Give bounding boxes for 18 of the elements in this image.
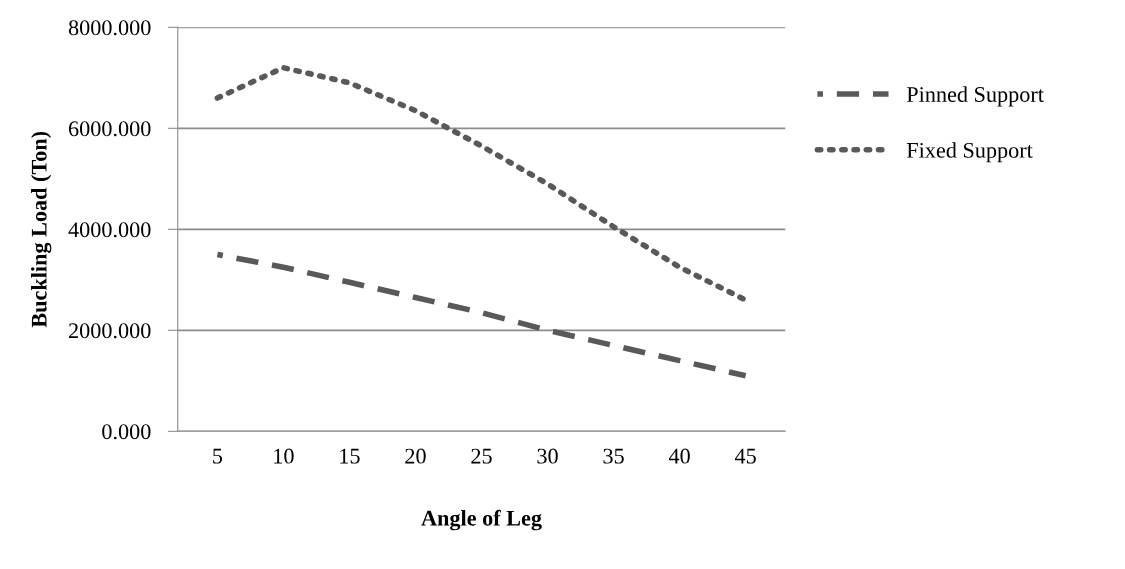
x-tick-label: 15: [340, 448, 360, 464]
x-tick-label: 35: [603, 448, 624, 464]
x-tick-label: 25: [471, 448, 492, 464]
x-tick-label: 20: [405, 448, 426, 464]
y-axis-title: Buckling Load (Ton): [31, 131, 52, 328]
x-tick-label: 5: [213, 448, 223, 464]
x-axis-title: Angle of Leg: [421, 509, 542, 531]
x-tick-label: 40: [668, 448, 690, 464]
legend-label: Pinned Support: [906, 86, 1044, 107]
y-tick-label: 8000.000: [68, 20, 151, 36]
y-tick-label: 6000.000: [68, 121, 151, 137]
y-tick-label: 4000.000: [68, 222, 151, 238]
x-tick-label: 45: [734, 448, 756, 464]
x-tick-label: 10: [274, 448, 294, 464]
x-tick-label: 30: [537, 448, 558, 464]
y-tick-label: 2000.000: [69, 323, 151, 339]
y-tick-label: 0.000: [102, 424, 151, 440]
legend-label: Fixed Support: [906, 142, 1033, 163]
